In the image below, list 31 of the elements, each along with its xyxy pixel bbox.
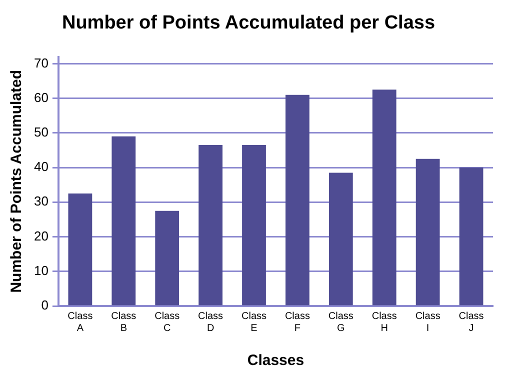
x-tick-label: Class C: [154, 310, 180, 334]
y-tick-label: 30: [34, 194, 48, 209]
bar: [328, 172, 353, 306]
x-tick-label: Class D: [198, 310, 224, 334]
bar: [155, 210, 180, 306]
y-tick-label: 50: [34, 124, 48, 140]
x-tick-label: Class H: [372, 310, 397, 334]
bar: [416, 158, 440, 306]
y-tick-label: 60: [34, 90, 48, 105]
x-tick-label: Class A: [68, 310, 93, 334]
bar: [112, 136, 136, 306]
x-tick-label: Class B: [111, 310, 136, 334]
y-tick-label: 20: [34, 228, 48, 244]
bar: [459, 168, 484, 306]
bar: [68, 194, 92, 306]
bar: [198, 145, 222, 306]
x-tick-label: Class I: [415, 310, 440, 334]
x-tick-label: Class G: [328, 310, 354, 334]
y-tick-label: 0: [41, 298, 48, 313]
x-tick-label: Class J: [458, 310, 484, 334]
x-tick-label: Class F: [284, 310, 310, 334]
y-tick-label: 40: [34, 159, 48, 174]
y-tick-label: 70: [34, 55, 48, 70]
y-axis-title: Number of Points Accumulated: [8, 70, 26, 293]
chart-title: Number of Points Accumulated per Class: [62, 12, 436, 34]
bar: [286, 94, 310, 306]
bar: [242, 145, 266, 306]
bar: [372, 90, 396, 306]
y-tick-label: 10: [34, 262, 48, 278]
x-axis-title: Classes: [247, 352, 304, 370]
x-tick-label: Class E: [241, 310, 267, 334]
